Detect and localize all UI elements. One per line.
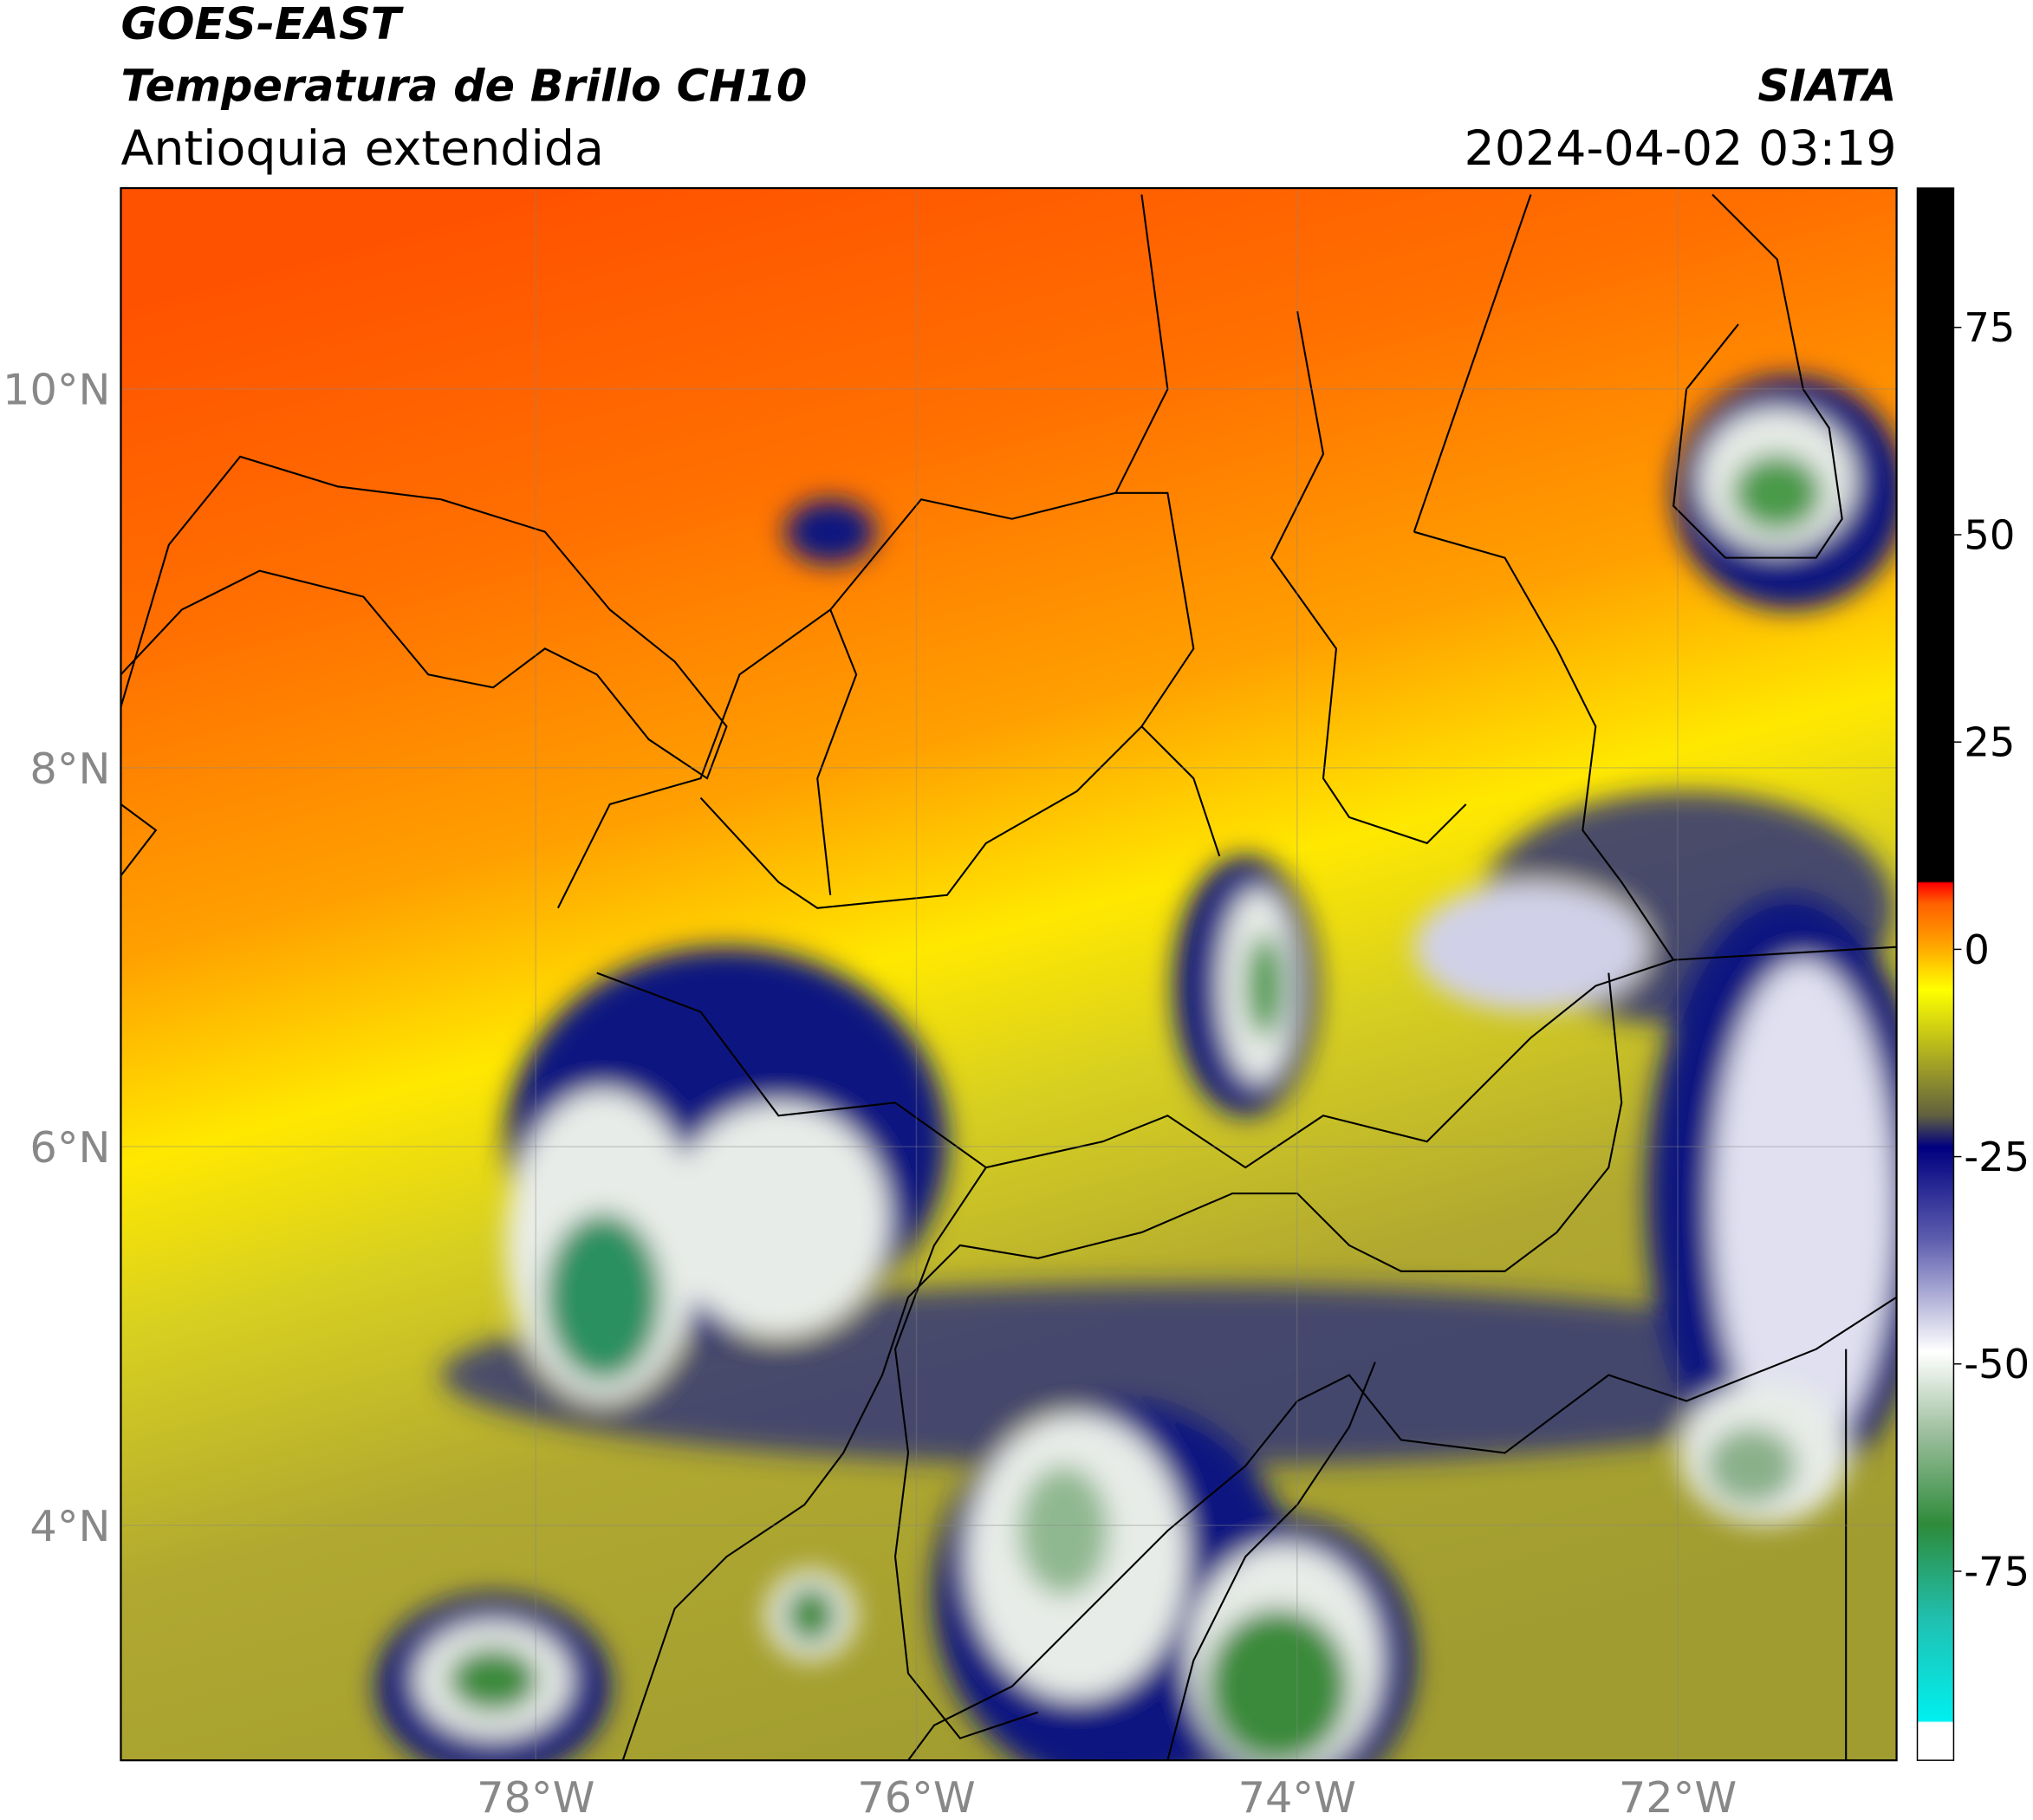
colorbar-tick-label: 0: [1964, 926, 1990, 973]
source: SIATA: [1757, 62, 1896, 113]
datetime: 2024-04-02 03:19: [1465, 121, 1897, 177]
colorbar-tick-label: -25: [1964, 1134, 2030, 1180]
colorbar: [1916, 187, 1955, 1761]
map-frame: [120, 186, 1898, 1762]
y-tick-label: 8°N: [29, 744, 110, 794]
colorbar-tick-label: 25: [1964, 719, 2015, 766]
colorbar-tick-label: -50: [1964, 1341, 2030, 1388]
colorbar-tick-label: 75: [1964, 304, 2015, 351]
colorbar-tick-label: -75: [1964, 1548, 2030, 1595]
x-tick-label: 74°W: [1238, 1772, 1356, 1820]
grid: [120, 188, 1897, 1761]
colorbar-tick-label: 50: [1964, 511, 2015, 558]
y-tick-label: 4°N: [29, 1501, 110, 1551]
map-image: [120, 188, 1897, 1761]
x-tick-label: 72°W: [1619, 1772, 1737, 1820]
y-tick-label: 6°N: [29, 1122, 110, 1173]
region: Antioquia extendida: [120, 121, 603, 177]
satellite: GOES-EAST: [120, 0, 404, 50]
x-tick-label: 76°W: [857, 1772, 975, 1820]
product: Temperatura de Brillo CH10: [120, 62, 807, 113]
y-tick-label: 10°N: [3, 365, 110, 415]
x-tick-label: 78°W: [477, 1772, 594, 1820]
